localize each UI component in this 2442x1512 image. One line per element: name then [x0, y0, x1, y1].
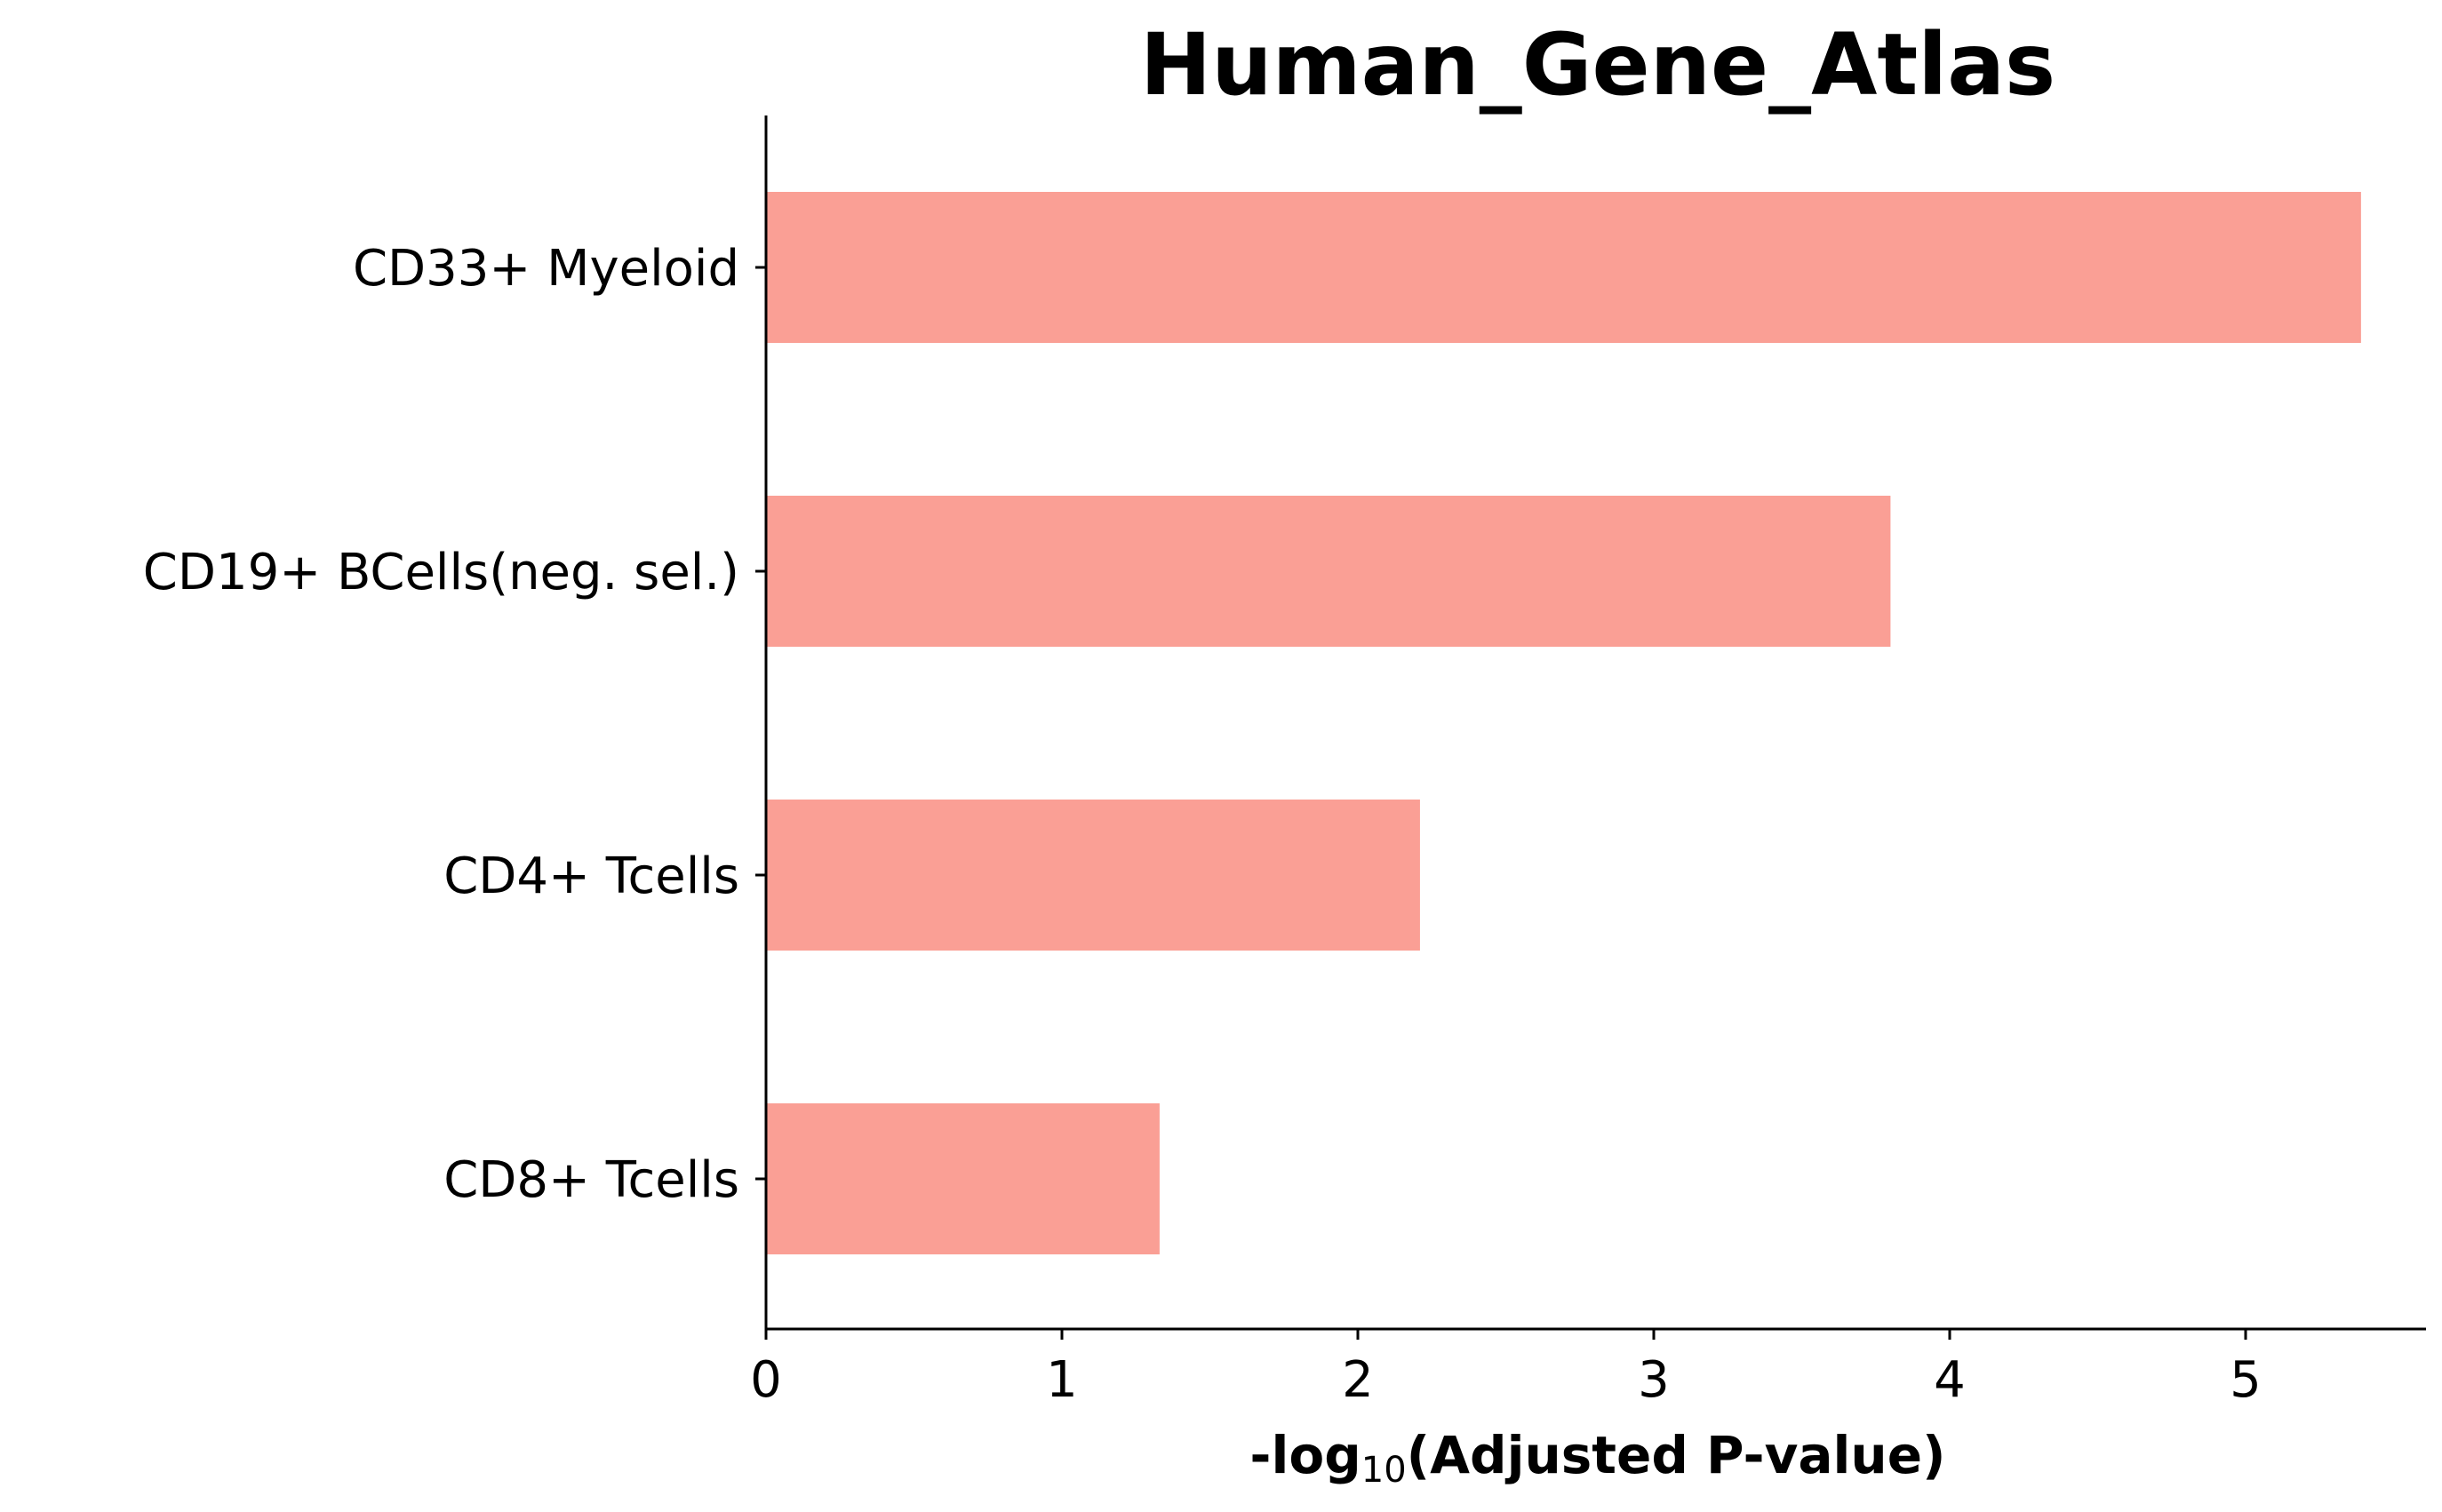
x-tick-label: 4: [1934, 1351, 1966, 1409]
bar-4: [766, 1103, 1160, 1254]
x-axis-label-subscript: 10: [1361, 1450, 1407, 1491]
x-tick-label: 3: [1638, 1351, 1670, 1409]
bars-group: [766, 192, 2361, 1254]
bar-3: [766, 800, 1420, 951]
x-tick-label: 2: [1342, 1351, 1374, 1409]
x-axis-label-suffix: (Adjusted P-value): [1407, 1425, 1946, 1485]
chart-title: Human_Gene_Atlas: [1140, 15, 2055, 115]
bar-2: [766, 496, 1891, 647]
bar-1: [766, 192, 2361, 343]
y-tick-label: CD4+ Tcells: [443, 848, 739, 905]
y-tick-label: CD8+ Tcells: [443, 1151, 739, 1209]
x-axis-label-prefix: -log: [1249, 1425, 1361, 1485]
x-tick-label: 0: [750, 1351, 782, 1409]
x-axis-ticks: 0 1 2 3 4 5: [750, 1329, 2262, 1409]
y-tick-label: CD33+ Myeloid: [353, 240, 739, 298]
y-tick-label: CD19+ BCells(neg. sel.): [143, 544, 739, 601]
x-tick-label: 1: [1046, 1351, 1078, 1409]
x-tick-label: 5: [2230, 1351, 2262, 1409]
y-axis-ticks: CD33+ Myeloid CD19+ BCells(neg. sel.) CD4+…: [143, 240, 766, 1209]
x-axis-label: -log10(Adjusted P-value): [1249, 1425, 1945, 1491]
